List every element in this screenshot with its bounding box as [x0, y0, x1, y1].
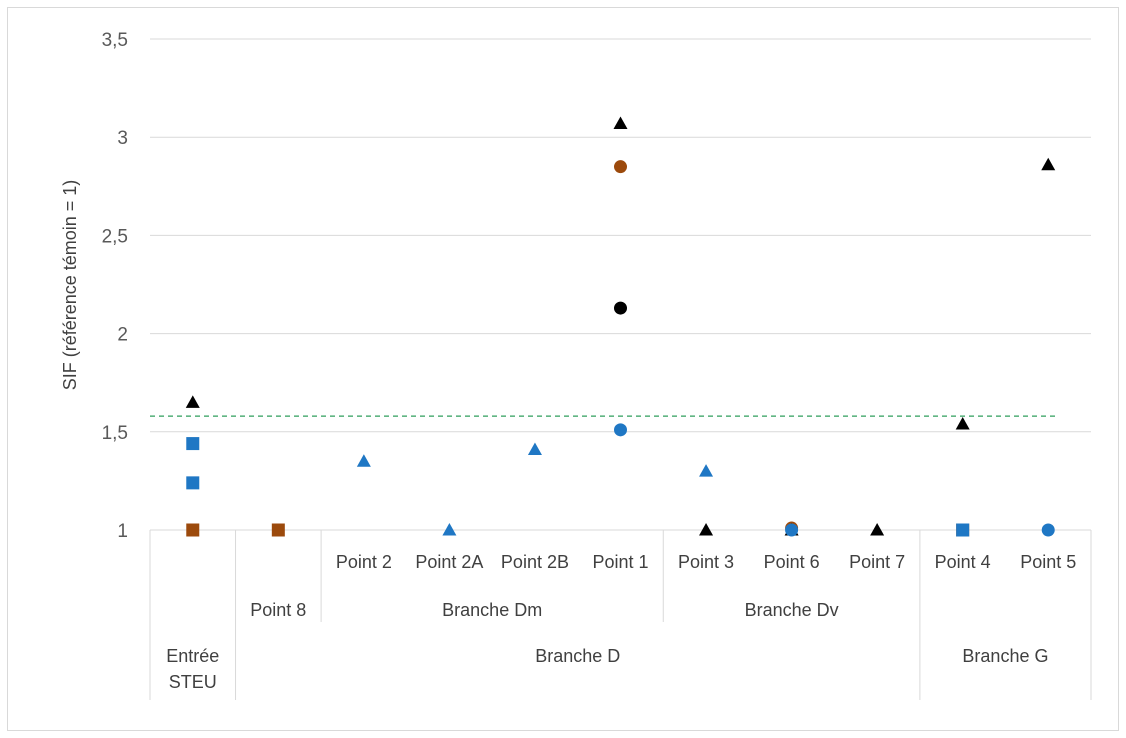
category-label: Point 8 — [250, 600, 306, 620]
y-tick-label: 1 — [117, 521, 128, 542]
data-point-triangle-black — [955, 416, 970, 430]
data-point-circle-black — [614, 301, 627, 315]
chart-frame — [7, 7, 1119, 731]
data-point-square-brown — [186, 523, 200, 537]
y-tick-label: 1,5 — [102, 423, 128, 444]
y-tick-label: 2 — [117, 325, 128, 346]
category-label: Point 3 — [678, 552, 734, 572]
data-point-triangle-black — [1041, 157, 1056, 171]
category-axis: Point 8 Point 2 Point 2A Point 2B Point 1 Poi… — [149, 529, 1092, 700]
data-point-triangle-black — [185, 395, 200, 408]
category-label: Point 6 — [764, 552, 820, 572]
category-label: Point 7 — [849, 552, 905, 572]
y-axis-ticks: 1 1,5 2 2,5 3 3,5 — [102, 30, 128, 542]
data-point-square-blue — [186, 476, 200, 490]
y-axis-title: SIF (référence témoin = 1) — [60, 180, 80, 391]
group-label-level1: Branche G — [962, 646, 1048, 666]
category-label: Point 2A — [415, 552, 483, 572]
data-point-triangle-blue — [527, 442, 542, 455]
group-label-level2: Branche Dv — [745, 600, 839, 620]
data-point-square-blue — [186, 437, 200, 451]
category-label: Point 2B — [501, 552, 569, 572]
category-label: Point 4 — [935, 552, 991, 572]
data-point-triangle-blue — [356, 454, 371, 467]
data-point-triangle-blue — [442, 523, 457, 536]
data-points — [185, 116, 1056, 537]
y-tick-label: 3,5 — [102, 30, 128, 51]
category-label: Point 5 — [1020, 552, 1076, 572]
gridlines — [150, 38, 1091, 531]
data-point-circle-blue — [1041, 523, 1055, 537]
data-point-circle-blue — [785, 523, 799, 537]
y-tick-label: 2,5 — [102, 226, 128, 247]
data-point-triangle-black — [870, 523, 885, 536]
data-point-triangle-black — [699, 523, 714, 536]
group-label-level1: Entrée STEU — [166, 646, 219, 692]
group-label-level1: Branche D — [535, 646, 620, 666]
data-point-square-blue — [956, 523, 970, 537]
data-point-circle-blue — [614, 423, 627, 437]
data-point-triangle-black — [613, 116, 628, 129]
data-point-triangle-blue — [699, 464, 714, 477]
y-tick-label: 3 — [117, 128, 128, 149]
group-label-level2: Branche Dm — [442, 600, 542, 620]
data-point-square-brown — [271, 523, 285, 537]
data-point-circle-brown — [614, 160, 627, 174]
category-label: Point 1 — [592, 552, 648, 572]
category-label: Point 2 — [336, 552, 392, 572]
